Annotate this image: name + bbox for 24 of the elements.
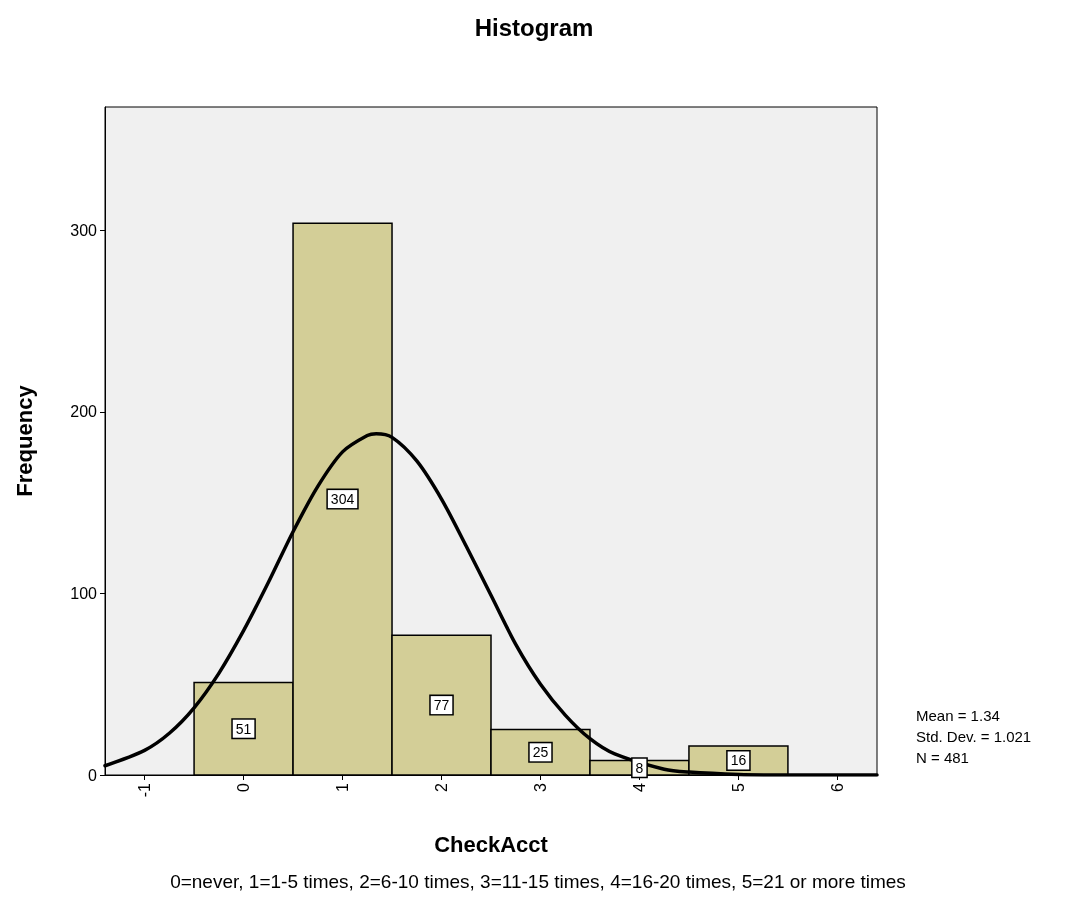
- x-tick-label: 3: [531, 782, 549, 792]
- y-tick-label: 200: [70, 403, 98, 421]
- x-tick-label: 5: [729, 782, 747, 792]
- text: 0=never, 1=1-5 times, 2=6-10 times, 3=11-15 times, 4=16-20 times, 5=21 or more times: [170, 871, 906, 892]
- chart-title: Histogram: [474, 13, 594, 41]
- x-tick-label: 4: [630, 782, 648, 792]
- x-tick-label: 2: [433, 782, 451, 792]
- y-tick-label: 300: [70, 221, 98, 239]
- data-label: 51: [235, 720, 252, 737]
- text: Mean = 1.34: [916, 707, 1000, 724]
- data-label: 16: [730, 752, 747, 769]
- x-tick-label: 6: [828, 782, 846, 792]
- x-tick-label: 0: [235, 782, 253, 792]
- x-tick-label: 1: [334, 782, 352, 792]
- data-label: 77: [433, 697, 450, 714]
- data-label: 25: [532, 744, 549, 761]
- data-label: 8: [635, 759, 644, 776]
- y-tick-label: 100: [70, 584, 98, 602]
- y-axis-title: Frequency: [11, 384, 37, 497]
- text: Std. Dev. = 1.021: [916, 728, 1032, 745]
- x-axis-title: CheckAcct: [434, 831, 549, 857]
- data-label: 304: [330, 491, 355, 508]
- x-tick-label: -1: [136, 782, 154, 798]
- text: N = 481: [916, 749, 969, 766]
